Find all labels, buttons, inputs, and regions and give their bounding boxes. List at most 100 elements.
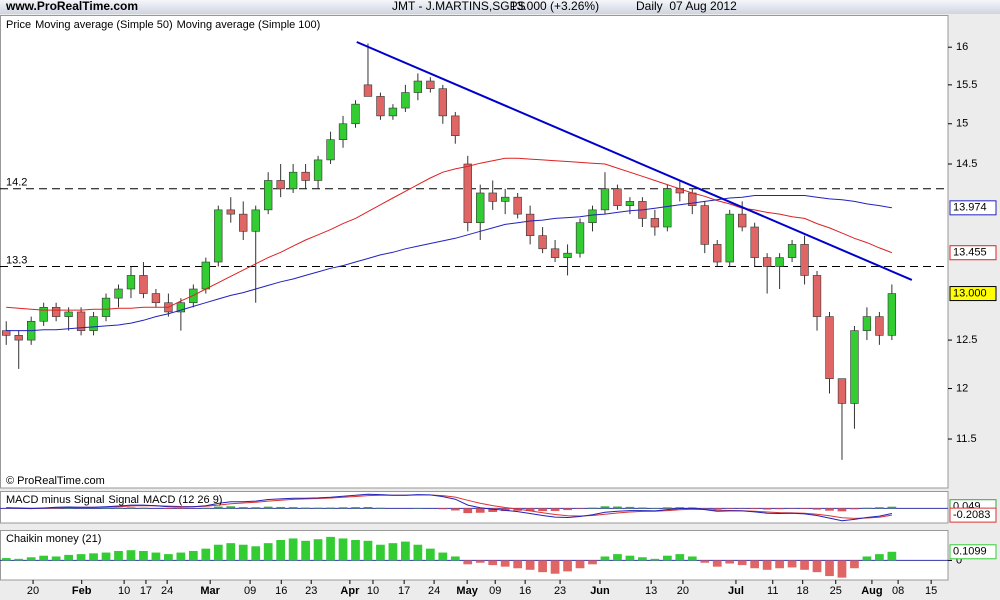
histogram-bar [525,508,535,511]
x-tick-label: 15 [925,585,937,597]
histogram-bar [550,560,560,574]
histogram-bar [463,560,473,565]
source: www.ProRealTime.com [5,0,138,13]
histogram-bar [613,554,622,561]
histogram-bar [775,560,784,569]
histogram-bar [263,506,273,509]
histogram-bar [251,546,261,561]
histogram-bar [463,508,473,514]
histogram-bar [363,507,373,509]
histogram-bar [600,506,610,509]
candle-body [650,218,660,228]
histogram-bar [114,507,123,509]
histogram-bar [488,560,498,566]
candle-body [413,80,423,93]
watermark: © ProRealTime.com [6,475,105,487]
candle-body [700,205,709,245]
histogram-bar [812,560,822,573]
histogram-bar [837,508,847,512]
histogram-bar [213,544,223,561]
histogram-bar [313,539,323,561]
histogram-bar [500,560,510,567]
x-tick-label: Jul [728,585,744,597]
histogram-bar [114,550,123,561]
last-value-label: 0.1099 [953,546,987,558]
histogram-bar [675,554,685,561]
y-tick-label: 11.5 [956,433,977,445]
histogram-bar [650,558,660,561]
y-tick-label: 0 [956,554,962,566]
candle-body [76,311,86,331]
candle-body [738,213,747,228]
histogram-bar [14,558,24,561]
candle-body [588,209,597,223]
last-value-box [949,286,997,302]
histogram-bar [139,507,148,509]
x-tick-label: 13 [645,585,657,597]
x-tick-label: 17 [398,585,410,597]
candle-body [501,196,510,202]
y-tick-label: 15.5 [956,79,977,91]
histogram-bar [263,543,273,561]
candle-body [887,293,897,336]
histogram-bar [76,554,86,561]
histogram-bar [675,507,685,509]
candle-body [264,180,273,211]
candle-body [713,244,722,263]
y-tick-label: 12.5 [956,334,977,346]
x-tick-label: 23 [305,585,317,597]
histogram-bar [1,558,11,561]
histogram-bar [837,560,847,578]
candle-body [101,297,111,317]
legend-entry: Price [6,19,31,31]
candle-body [438,88,447,117]
histogram-bar [425,548,435,561]
histogram-bar [126,550,136,561]
candle-body [563,252,572,258]
candle-body [39,307,48,322]
histogram-bar [887,551,897,561]
histogram-bar [251,507,261,509]
histogram-bar [238,507,248,509]
candle-body [326,139,335,161]
candle-body [426,80,435,89]
x-tick-label: 20 [27,585,39,597]
x-tick-label: Feb [72,585,92,597]
candle-body [463,163,472,223]
last-value-box [949,507,997,523]
histogram-bar [51,556,61,561]
histogram-bar [712,508,722,510]
histogram-bar [712,560,722,567]
histogram-bar [201,548,211,561]
x-tick-label: Aug [861,585,882,597]
histogram-bar [538,508,547,512]
candle-body [451,115,460,136]
histogram-bar [825,508,834,511]
candle-body [214,209,223,263]
x-tick-label: Jun [590,585,610,597]
indicator-line [6,493,893,522]
histogram-bar [64,554,73,561]
x-tick-label: 09 [489,585,501,597]
candle-body [725,213,734,263]
histogram-bar [638,557,647,561]
candle-body [376,96,385,117]
histogram-bar [26,557,36,561]
histogram-bar [762,560,772,570]
histogram-bar [388,543,398,561]
histogram-bar [563,508,572,511]
histogram-bar [188,550,198,561]
histogram-bar [850,560,859,569]
moving-average [6,195,892,332]
last-value-label: 13.455 [953,247,987,259]
histogram-bar [126,507,136,509]
candle-body [787,244,797,258]
candle-body [226,209,235,215]
histogram-bar [787,560,797,568]
candle-body [351,103,360,125]
candle-body [875,316,884,336]
histogram-bar [600,556,610,561]
histogram-bar [750,508,760,510]
candle-body [51,307,61,317]
candle-body [139,275,148,294]
